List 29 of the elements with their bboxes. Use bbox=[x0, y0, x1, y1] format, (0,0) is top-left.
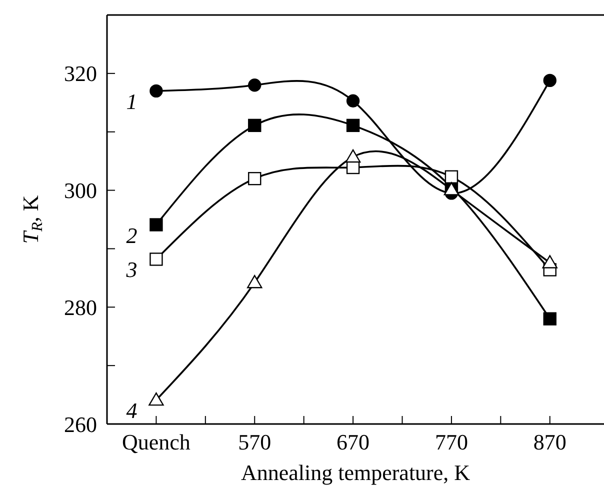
point bbox=[247, 275, 262, 288]
point bbox=[543, 74, 556, 88]
x-axis-title: Annealing temperature, K bbox=[240, 460, 470, 485]
x-tick-label: 670 bbox=[336, 430, 370, 455]
point bbox=[148, 392, 164, 406]
point bbox=[150, 84, 163, 98]
point bbox=[542, 255, 558, 268]
x-tick-label: 870 bbox=[533, 430, 566, 455]
x-tick-label: 570 bbox=[238, 430, 272, 455]
point bbox=[346, 94, 360, 108]
point bbox=[543, 312, 556, 326]
series-label: 4 bbox=[126, 398, 138, 424]
y-tick-label: 260 bbox=[64, 412, 97, 437]
x-tick-label: Quench bbox=[122, 430, 190, 455]
series-label: 2 bbox=[126, 222, 138, 248]
point bbox=[150, 218, 163, 232]
point bbox=[248, 78, 262, 92]
series-label: 1 bbox=[126, 88, 138, 114]
y-tick-label: 280 bbox=[64, 294, 97, 320]
point bbox=[346, 118, 360, 132]
y-tick-label: 300 bbox=[64, 178, 97, 204]
point bbox=[345, 149, 361, 163]
point bbox=[248, 172, 262, 186]
x-tick-label: 770 bbox=[434, 430, 468, 455]
point bbox=[150, 252, 163, 266]
y-tick-label: 320 bbox=[64, 61, 97, 86]
point bbox=[248, 118, 262, 132]
point bbox=[444, 170, 458, 184]
series-label: 3 bbox=[125, 257, 138, 282]
